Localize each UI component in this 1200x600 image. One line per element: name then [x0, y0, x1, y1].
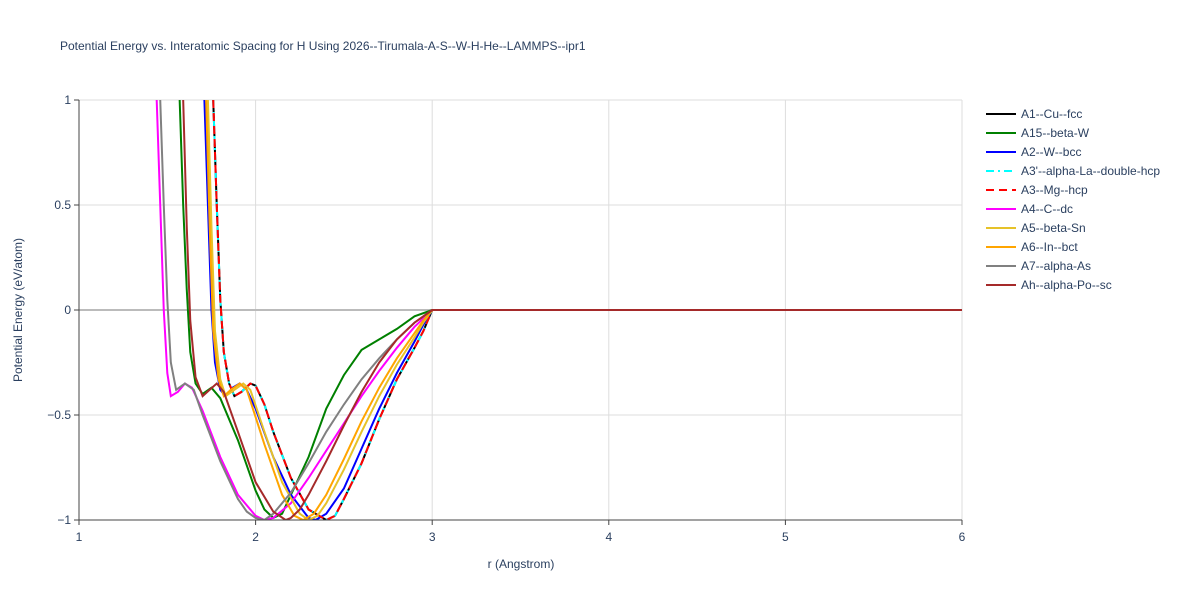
legend-label: A7--alpha-As	[1021, 259, 1091, 273]
legend-label: A2--W--bcc	[1021, 145, 1081, 159]
legend-label: Ah--alpha-Po--sc	[1021, 278, 1112, 292]
legend-label: A5--beta-Sn	[1021, 221, 1086, 235]
axes: 1 2 3 4 5 6 −1 −0.5 0 0.5 1	[47, 93, 965, 544]
plot-area	[155, 100, 962, 520]
series-line	[182, 100, 962, 520]
x-tick-label: 1	[76, 530, 83, 544]
y-tick-label: −0.5	[47, 408, 71, 422]
x-tick-label: 4	[605, 530, 612, 544]
legend-label: A3--Mg--hcp	[1021, 183, 1088, 197]
legend-label: A3'--alpha-La--double-hcp	[1021, 164, 1160, 178]
legend-label: A4--C--dc	[1021, 202, 1073, 216]
series-line	[159, 100, 962, 520]
series-line	[206, 100, 962, 520]
y-axis-title: Potential Energy (eV/atom)	[11, 238, 25, 382]
x-tick-label: 5	[782, 530, 789, 544]
legend-label: A6--In--bct	[1021, 240, 1078, 254]
x-tick-label: 2	[252, 530, 259, 544]
legend: A1--Cu--fcc A15--beta-W A2--W--bcc A3'--alp…	[986, 107, 1160, 292]
y-tick-label: 1	[64, 93, 71, 107]
legend-label: A1--Cu--fcc	[1021, 107, 1082, 121]
y-tick-label: −1	[57, 513, 71, 527]
legend-label: A15--beta-W	[1021, 126, 1090, 140]
series-line	[212, 100, 962, 520]
chart-title: Potential Energy vs. Interatomic Spacing…	[60, 39, 586, 53]
x-tick-label: 6	[959, 530, 966, 544]
y-tick-label: 0.5	[54, 198, 71, 212]
series-line	[155, 100, 962, 520]
y-tick-label: 0	[64, 303, 71, 317]
x-tick-label: 3	[429, 530, 436, 544]
x-axis-title: r (Angstrom)	[488, 557, 555, 571]
series-line	[178, 100, 962, 520]
